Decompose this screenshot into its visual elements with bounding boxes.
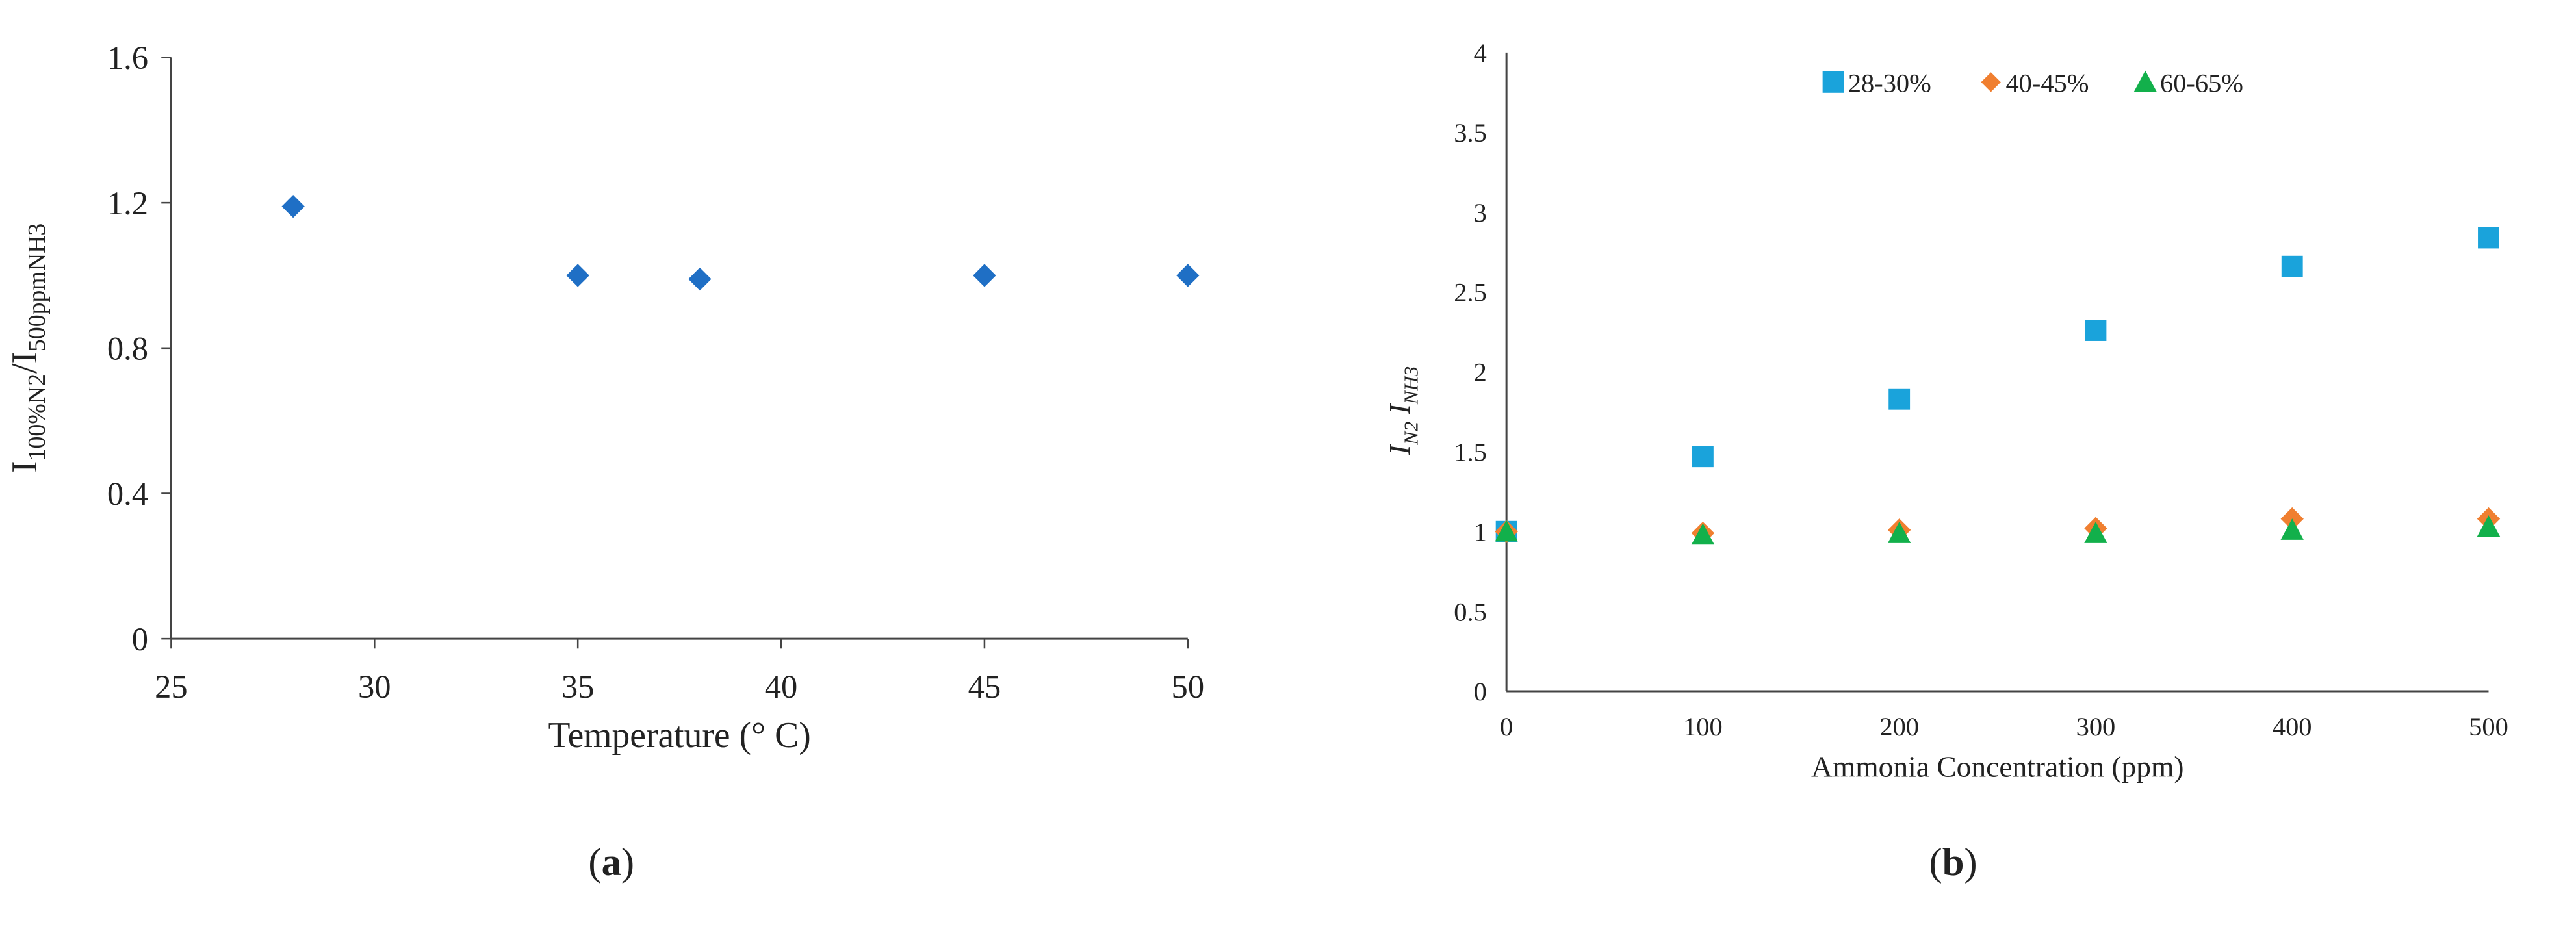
- y-axis-label: IN2 INH3: [1383, 366, 1423, 455]
- caption-paren: (: [1929, 841, 1942, 884]
- point: [2478, 227, 2499, 249]
- point: [973, 264, 996, 287]
- y-tick-label: 2.5: [1454, 278, 1487, 307]
- y-tick-label: 2: [1474, 358, 1487, 387]
- y-tick-label: 0.4: [107, 476, 148, 512]
- point: [2477, 515, 2501, 537]
- x-tick-label: 35: [561, 669, 595, 705]
- legend-swatch: [2133, 70, 2157, 92]
- x-tick-label: 500: [2469, 712, 2508, 741]
- y-tick-label: 1.6: [107, 40, 148, 76]
- y-axis-label-part: N2: [1400, 422, 1423, 446]
- legend-label: 60-65%: [2160, 69, 2243, 98]
- caption-letter: b: [1942, 841, 1964, 884]
- x-tick-label: 25: [155, 669, 188, 705]
- y-axis-label-part: 100%N2: [23, 374, 51, 461]
- legend-label: 40-45%: [2005, 69, 2089, 98]
- legend-label: 28-30%: [1848, 69, 1931, 98]
- caption-paren: ): [621, 841, 634, 884]
- point: [1691, 523, 1715, 545]
- caption-paren: (: [588, 841, 601, 884]
- y-axis-label-part: /I: [5, 351, 45, 374]
- y-tick-label: 0: [132, 621, 148, 657]
- point: [2085, 320, 2107, 341]
- caption-letter: a: [602, 841, 621, 884]
- x-axis-label: Ammonia Concentration (ppm): [1811, 750, 2184, 783]
- legend-swatch: [1981, 72, 2001, 92]
- y-axis-label-part: I: [5, 461, 45, 473]
- point: [1176, 264, 1200, 287]
- point: [1887, 521, 1911, 543]
- y-axis-label-part: I: [1383, 403, 1416, 421]
- y-axis-label-part: I: [1383, 444, 1416, 455]
- y-tick-label: 1: [1474, 517, 1487, 546]
- point: [2281, 255, 2303, 277]
- y-tick-label: 4: [1474, 38, 1487, 68]
- point: [2084, 521, 2107, 543]
- point: [1692, 446, 1714, 468]
- y-tick-label: 0.5: [1454, 597, 1487, 626]
- y-tick-label: 1.5: [1454, 437, 1487, 466]
- x-tick-label: 0: [1500, 712, 1513, 741]
- x-tick-label: 100: [1683, 712, 1723, 741]
- y-tick-label: 0.8: [107, 330, 148, 366]
- x-tick-label: 40: [765, 669, 798, 705]
- point: [566, 264, 589, 287]
- x-tick-label: 50: [1172, 669, 1205, 705]
- point: [281, 195, 305, 218]
- y-tick-label: 0: [1474, 677, 1487, 706]
- y-tick-label: 3.5: [1454, 118, 1487, 147]
- caption: (b): [1929, 841, 1977, 884]
- point: [688, 267, 712, 291]
- x-tick-label: 45: [968, 669, 1001, 705]
- x-axis-label: Temperature (° C): [548, 715, 811, 756]
- caption-paren: ): [1964, 841, 1977, 884]
- caption: (a): [588, 841, 634, 884]
- x-tick-label: 200: [1879, 712, 1919, 741]
- point: [1888, 388, 1911, 410]
- y-axis-label: I100%N2/I500ppmNH3: [5, 223, 51, 473]
- point: [1495, 520, 1518, 542]
- y-tick-label: 3: [1474, 198, 1487, 227]
- y-axis-label-part: NH3: [1400, 366, 1423, 405]
- x-tick-label: 300: [2076, 712, 2116, 741]
- y-tick-label: 1.2: [107, 185, 148, 222]
- legend-swatch: [1822, 71, 1844, 93]
- y-axis-label-part: 500ppmNH3: [23, 223, 51, 351]
- point: [2280, 518, 2304, 540]
- x-tick-label: 400: [2273, 712, 2312, 741]
- x-tick-label: 30: [358, 669, 391, 705]
